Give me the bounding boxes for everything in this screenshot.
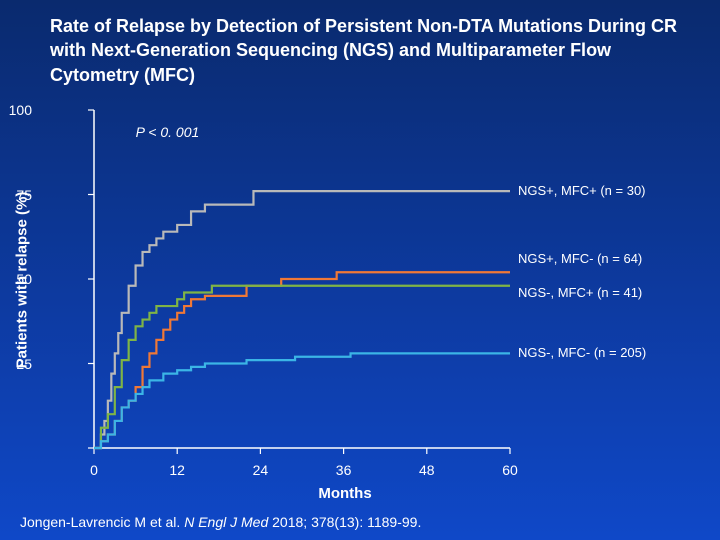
citation: Jongen-Lavrencic M et al. N Engl J Med 2…: [20, 514, 700, 530]
series-label-ngs_pos_mfc_pos: NGS+, MFC+ (n = 30): [518, 183, 646, 198]
y-tick: 75: [16, 187, 32, 203]
citation-journal: N Engl J Med: [184, 514, 268, 530]
y-tick-labels: 255075100: [36, 100, 76, 460]
chart-svg: [50, 100, 640, 460]
x-tick: 0: [90, 462, 98, 478]
x-tick: 36: [336, 462, 352, 478]
citation-authors: Jongen-Lavrencic M et al.: [20, 514, 180, 530]
series-label-ngs_neg_mfc_pos: NGS-, MFC+ (n = 41): [518, 285, 642, 300]
y-tick: 50: [16, 271, 32, 287]
y-tick: 100: [9, 102, 32, 118]
relapse-chart: Patients with relapse (%) Months 0122436…: [50, 100, 640, 460]
y-tick: 25: [16, 356, 32, 372]
slide-title: Rate of Relapse by Detection of Persiste…: [50, 14, 680, 87]
p-value-annotation: P < 0. 001: [136, 124, 200, 140]
x-tick: 48: [419, 462, 435, 478]
x-tick: 24: [253, 462, 269, 478]
series-label-ngs_neg_mfc_neg: NGS-, MFC- (n = 205): [518, 345, 646, 360]
x-tick-labels: 0 12 24 36 48 60: [50, 462, 640, 482]
x-axis-label: Months: [318, 485, 371, 502]
x-tick: 60: [502, 462, 518, 478]
citation-rest: 2018; 378(13): 1189-99.: [272, 514, 421, 530]
series-label-ngs_pos_mfc_neg: NGS+, MFC- (n = 64): [518, 251, 642, 266]
x-tick: 12: [169, 462, 185, 478]
